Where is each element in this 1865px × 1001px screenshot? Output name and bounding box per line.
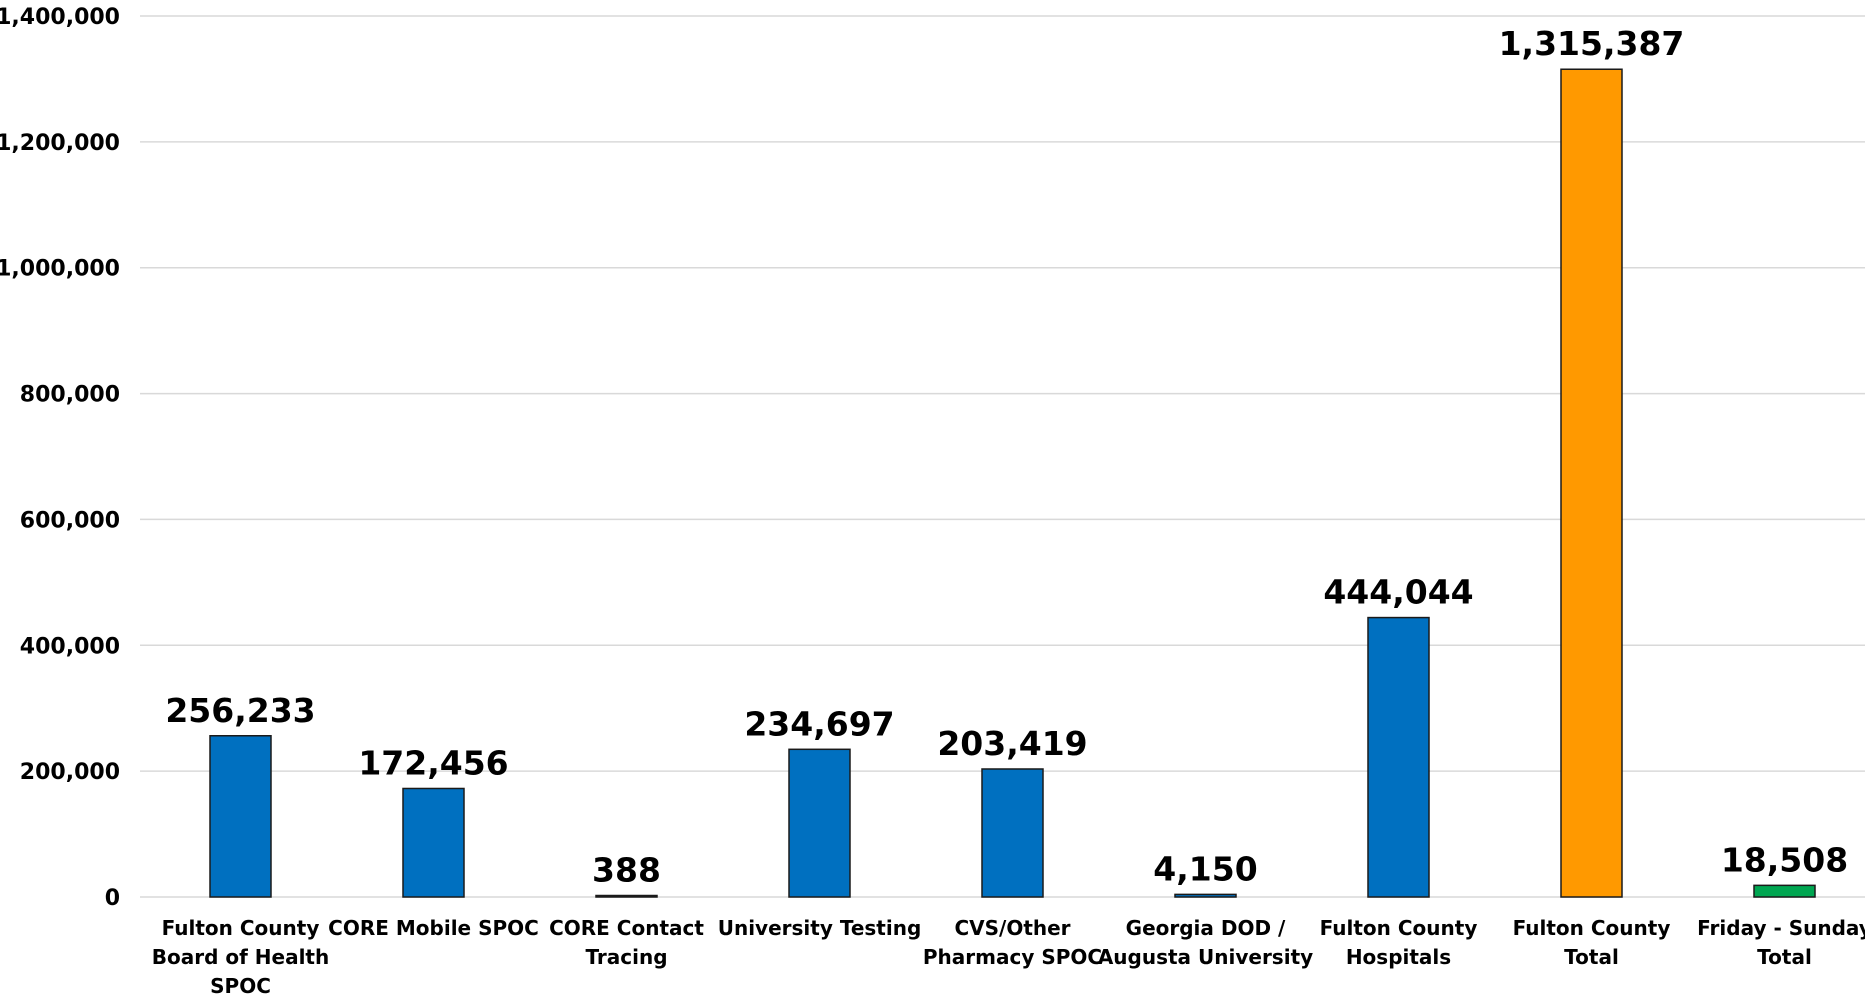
category-label: Total bbox=[1564, 945, 1619, 969]
data-label: 4,150 bbox=[1153, 849, 1257, 888]
bar bbox=[402, 787, 465, 898]
category-label: University Testing bbox=[718, 916, 922, 940]
category-label: Board of Health bbox=[152, 945, 329, 969]
category-label: Pharmacy SPOC bbox=[923, 945, 1102, 969]
category-label: Fulton County bbox=[1513, 916, 1671, 940]
data-labels: 256,233 172,456 388 234,697 203,419 4,150 444,… bbox=[165, 24, 1848, 889]
data-label: 388 bbox=[592, 851, 661, 890]
data-label: 203,419 bbox=[937, 724, 1087, 763]
bar bbox=[788, 748, 851, 898]
category-label: SPOC bbox=[210, 974, 271, 998]
y-tick-label: 400,000 bbox=[20, 634, 120, 659]
category-label: Tracing bbox=[585, 945, 667, 969]
y-tick-label: 600,000 bbox=[20, 508, 120, 533]
bars bbox=[209, 68, 1816, 898]
bar bbox=[595, 894, 658, 898]
bar bbox=[1560, 68, 1623, 898]
data-label: 234,697 bbox=[744, 704, 894, 743]
category-label: Georgia DOD / bbox=[1126, 916, 1286, 940]
gridlines bbox=[140, 15, 1865, 898]
category-label: Augusta University bbox=[1098, 945, 1313, 969]
bar bbox=[1367, 616, 1430, 898]
category-label: CORE Mobile SPOC bbox=[328, 916, 539, 940]
data-label: 172,456 bbox=[358, 743, 508, 782]
bar bbox=[981, 768, 1044, 898]
y-tick-label: 0 bbox=[105, 886, 120, 911]
category-label: Friday - Sunday bbox=[1697, 916, 1865, 940]
y-tick-label: 1,000,000 bbox=[0, 257, 120, 282]
category-label: CVS/Other bbox=[954, 916, 1070, 940]
data-label: 1,315,387 bbox=[1499, 24, 1685, 63]
bar bbox=[1753, 884, 1816, 898]
bar bbox=[209, 735, 272, 898]
y-tick-label: 200,000 bbox=[20, 760, 120, 785]
data-label: 444,044 bbox=[1323, 573, 1473, 612]
category-label: Fulton County bbox=[162, 916, 320, 940]
category-label: CORE Contact bbox=[549, 916, 704, 940]
data-label: 18,508 bbox=[1721, 840, 1848, 879]
x-axis-category-labels: Fulton County Board of Health SPOC CORE Mob… bbox=[152, 916, 1865, 998]
y-tick-label: 800,000 bbox=[20, 383, 120, 408]
y-axis-tick-labels: 0 200,000 400,000 600,000 800,000 1,000,000 1,… bbox=[0, 5, 120, 911]
data-label: 256,233 bbox=[165, 691, 315, 730]
y-tick-label: 1,400,000 bbox=[0, 5, 120, 30]
y-tick-label: 1,200,000 bbox=[0, 131, 120, 156]
category-label: Total bbox=[1757, 945, 1812, 969]
category-label: Fulton County bbox=[1320, 916, 1478, 940]
category-label: Hospitals bbox=[1346, 945, 1451, 969]
bar bbox=[1174, 893, 1237, 898]
